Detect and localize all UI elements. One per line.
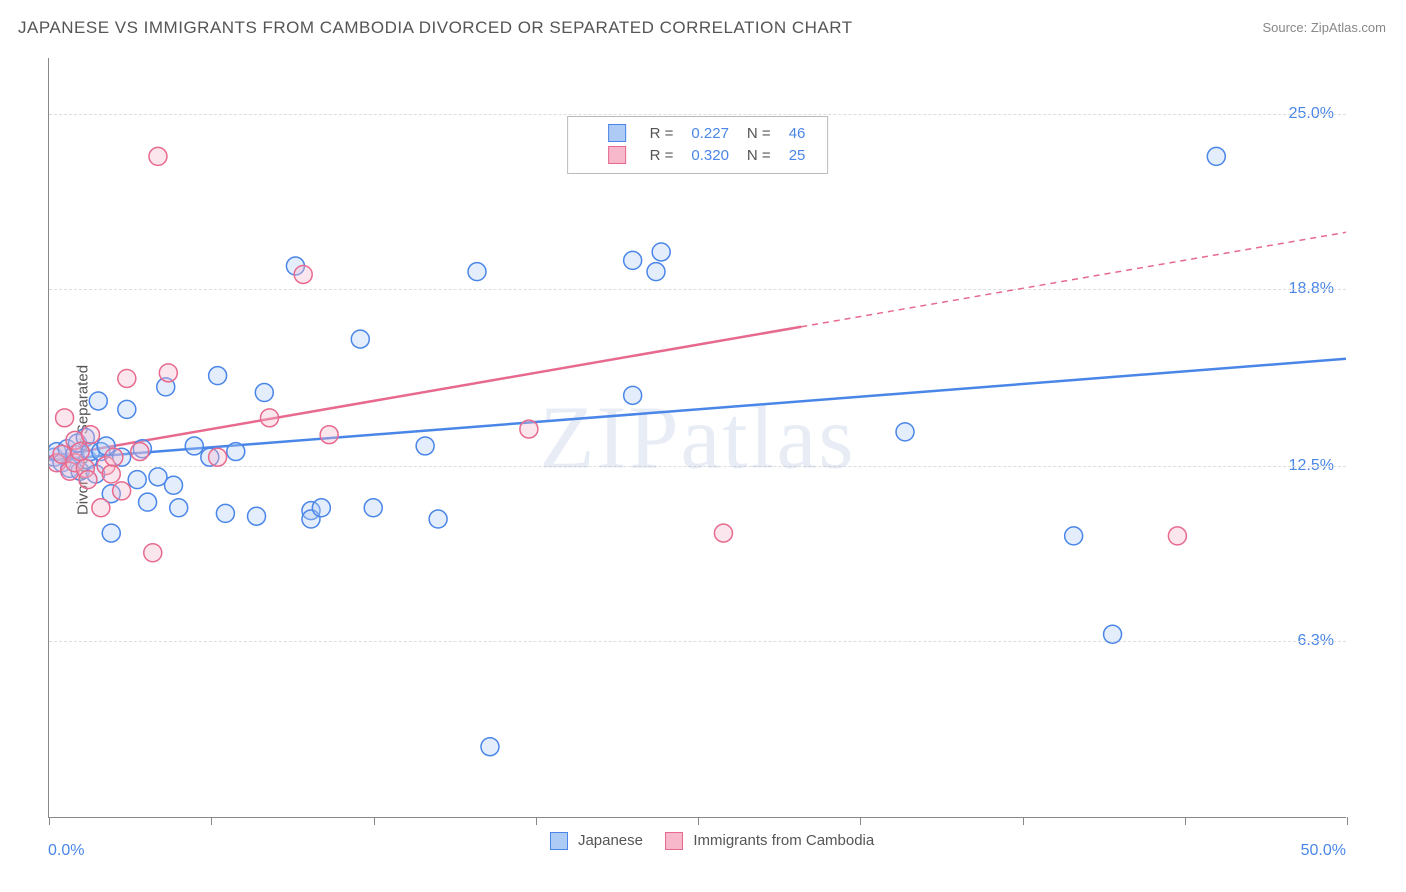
plot-area: ZIPatlas 6.3%12.5%18.8%25.0% R = 0.227 N… xyxy=(48,58,1346,818)
legend-swatch-cambodia xyxy=(608,146,626,164)
source-label: Source: xyxy=(1262,20,1310,35)
trend-lines xyxy=(49,232,1346,460)
legend-row-japanese: R = 0.227 N = 46 xyxy=(582,123,814,143)
legend-n-value: 25 xyxy=(781,145,814,165)
legend-label-cambodia: Immigrants from Cambodia xyxy=(693,832,874,849)
legend-n-label: N = xyxy=(739,123,779,143)
legend-r-value: 0.227 xyxy=(683,123,737,143)
source-attribution: Source: ZipAtlas.com xyxy=(1262,20,1386,35)
correlation-legend: R = 0.227 N = 46 R = 0.320 N = 25 xyxy=(567,116,829,174)
series-legend: Japanese Immigrants from Cambodia xyxy=(0,832,1406,850)
legend-n-label: N = xyxy=(739,145,779,165)
legend-swatch-cambodia xyxy=(665,832,683,850)
legend-r-value: 0.320 xyxy=(683,145,737,165)
legend-row-cambodia: R = 0.320 N = 25 xyxy=(582,145,814,165)
legend-swatch-japanese xyxy=(608,124,626,142)
legend-n-value: 46 xyxy=(781,123,814,143)
scatter-points xyxy=(49,145,1225,756)
chart-title: JAPANESE VS IMMIGRANTS FROM CAMBODIA DIV… xyxy=(18,18,853,38)
legend-r-label: R = xyxy=(642,123,682,143)
legend-r-label: R = xyxy=(642,145,682,165)
source-name: ZipAtlas.com xyxy=(1311,20,1386,35)
legend-label-japanese: Japanese xyxy=(578,832,643,849)
legend-swatch-japanese xyxy=(550,832,568,850)
